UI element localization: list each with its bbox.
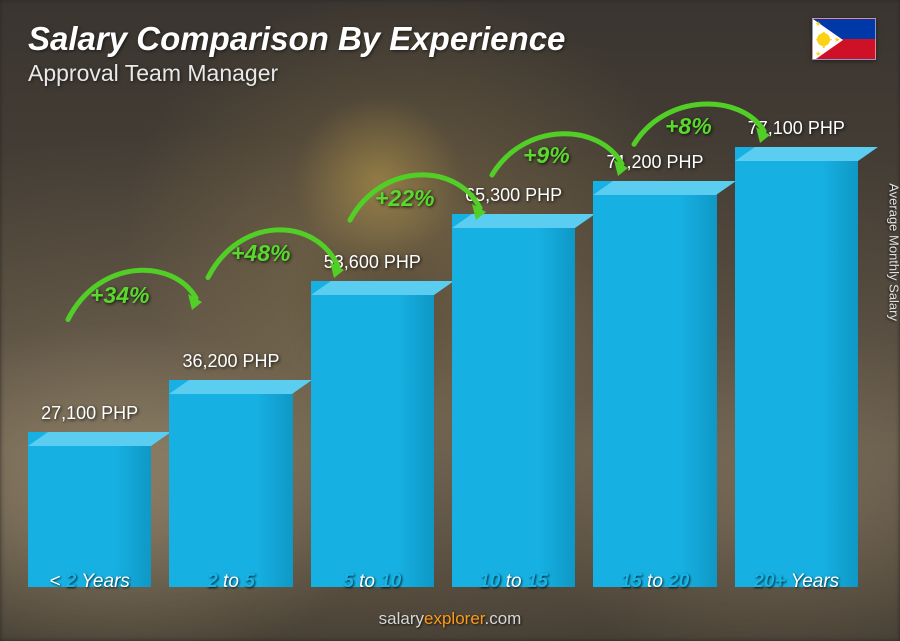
- increase-label: +9%: [523, 142, 570, 169]
- y-axis-label: Average Monthly Salary: [887, 183, 900, 321]
- x-axis-label: 15 to 20: [593, 571, 716, 593]
- bar-group: 77,100 PHP: [735, 118, 858, 587]
- bar: [169, 380, 292, 587]
- bar: [28, 432, 151, 587]
- footer-credit: salaryexplorer.com: [0, 609, 900, 629]
- bar-value-label: 77,100 PHP: [748, 118, 845, 139]
- x-axis-label: 20+ Years: [735, 571, 858, 593]
- chart-container: Salary Comparison By Experience Approval…: [0, 0, 900, 641]
- increase-label: +8%: [665, 113, 712, 140]
- bar: [593, 181, 716, 587]
- bar-group: 71,200 PHP: [593, 152, 716, 587]
- bar-chart: 27,100 PHP 36,200 PHP 53,600 PHP 65,300 PHP…: [28, 117, 858, 587]
- bar-value-label: 65,300 PHP: [465, 185, 562, 206]
- x-axis-label: 2 to 5: [169, 571, 292, 593]
- x-axis-label: 10 to 15: [452, 571, 575, 593]
- bar: [735, 147, 858, 587]
- bar-group: 65,300 PHP: [452, 185, 575, 587]
- bar-group: 36,200 PHP: [169, 351, 292, 587]
- country-flag: ★ ★ ★: [812, 18, 876, 60]
- bar-value-label: 53,600 PHP: [324, 252, 421, 273]
- bar-value-label: 27,100 PHP: [41, 403, 138, 424]
- increase-label: +48%: [231, 240, 290, 267]
- increase-label: +22%: [375, 185, 434, 212]
- footer-highlight: explorer: [424, 609, 484, 628]
- bar-value-label: 71,200 PHP: [606, 152, 703, 173]
- bar: [452, 214, 575, 587]
- bar-group: 53,600 PHP: [311, 252, 434, 587]
- bar: [311, 281, 434, 587]
- bar-value-label: 36,200 PHP: [182, 351, 279, 372]
- chart-subtitle: Approval Team Manager: [28, 60, 872, 87]
- x-axis-labels: < 2 Years 2 to 5 5 to 10 10 to 15 15 to 20 20…: [28, 571, 858, 593]
- footer-pre: salary: [379, 609, 424, 628]
- x-axis-label: 5 to 10: [311, 571, 434, 593]
- footer-post: .com: [485, 609, 522, 628]
- increase-label: +34%: [90, 282, 149, 309]
- bar-group: 27,100 PHP: [28, 403, 151, 587]
- chart-title: Salary Comparison By Experience: [28, 20, 872, 58]
- x-axis-label: < 2 Years: [28, 571, 151, 593]
